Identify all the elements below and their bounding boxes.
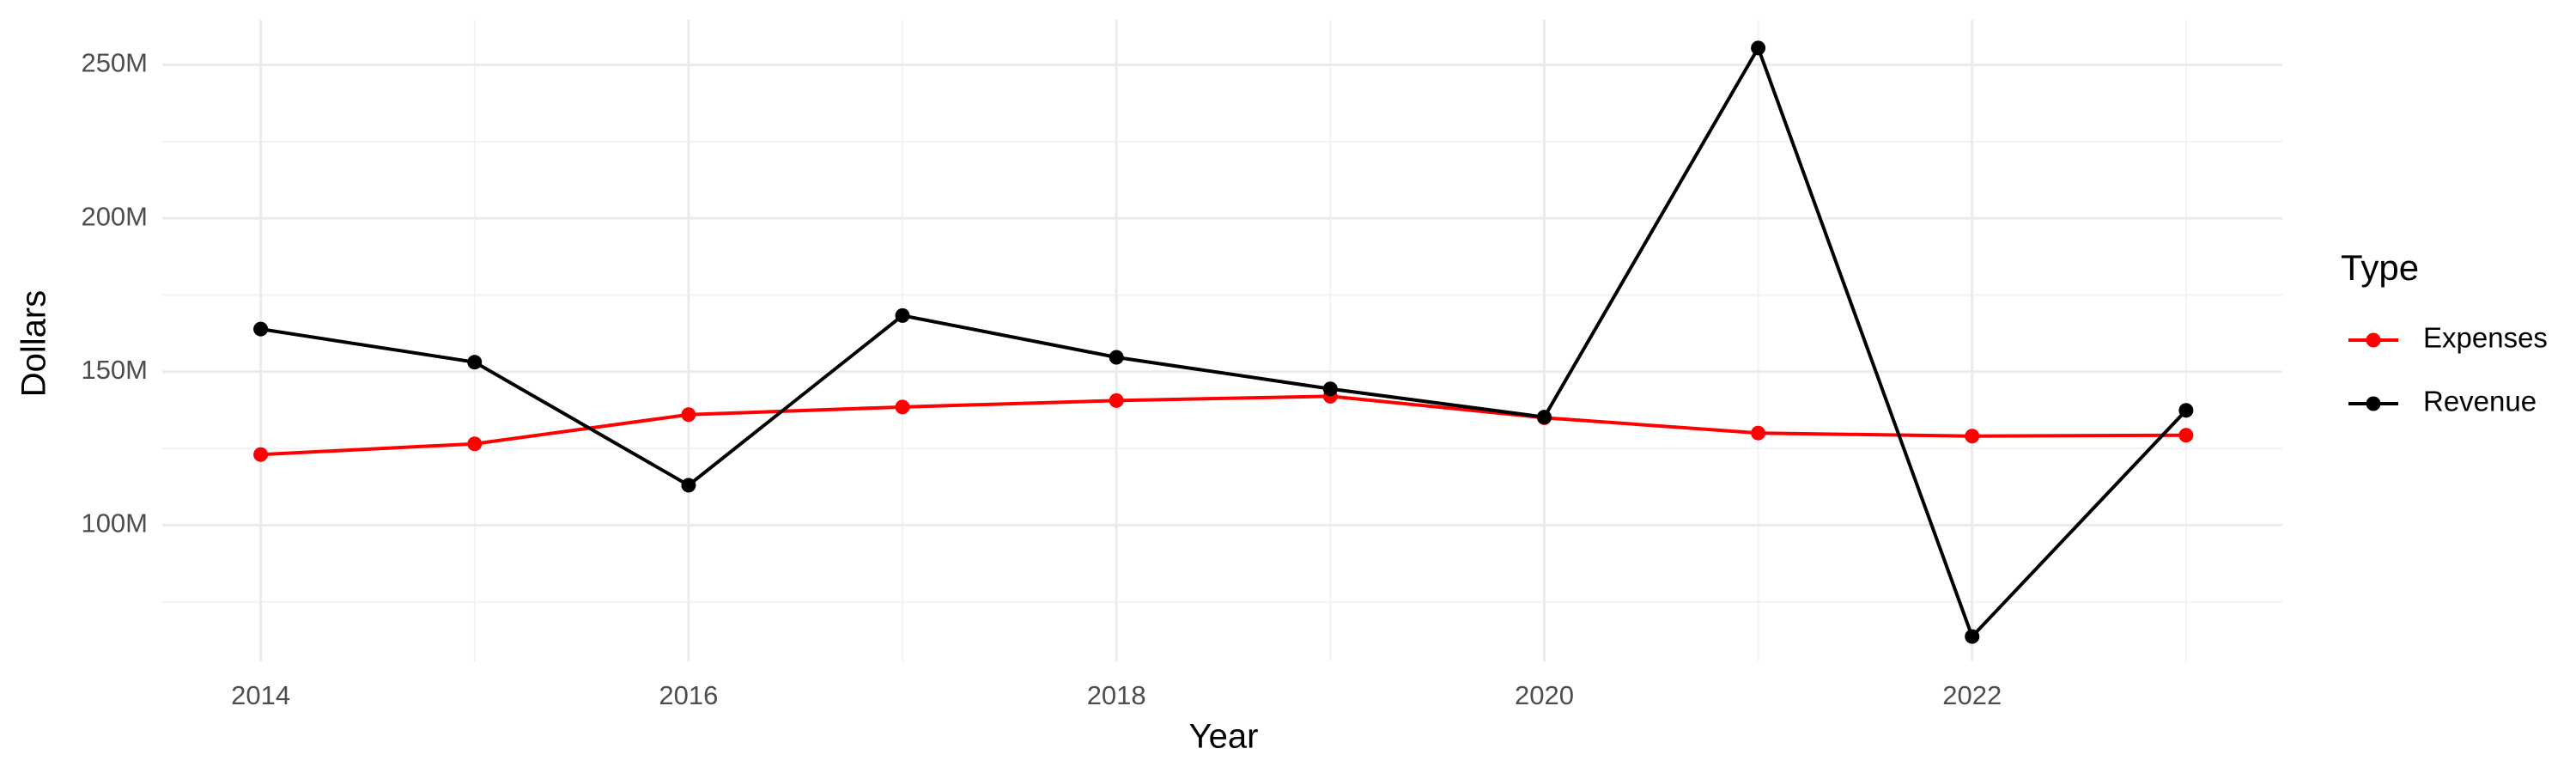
data-point bbox=[1109, 393, 1124, 408]
data-point bbox=[1536, 410, 1552, 425]
legend-label: Expenses bbox=[2423, 322, 2548, 354]
series-line bbox=[260, 394, 2186, 457]
x-tick-label: 2022 bbox=[1942, 680, 2002, 710]
y-axis-title: Dollars bbox=[15, 290, 53, 397]
y-tick-label: 150M bbox=[81, 355, 148, 385]
data-point bbox=[1965, 629, 1980, 644]
data-point bbox=[895, 307, 910, 323]
data-point bbox=[1751, 425, 1766, 441]
y-tick-label: 250M bbox=[81, 48, 148, 78]
x-tick-label: 2016 bbox=[659, 680, 718, 710]
data-point bbox=[895, 399, 910, 415]
data-point bbox=[1751, 40, 1766, 56]
y-tick-label: 100M bbox=[81, 508, 148, 539]
data-point bbox=[2178, 428, 2194, 443]
data-point bbox=[467, 355, 483, 370]
x-tick-label: 2014 bbox=[231, 680, 290, 710]
x-tick-label: 2018 bbox=[1087, 680, 1146, 710]
data-point bbox=[681, 407, 696, 423]
data-point bbox=[253, 321, 269, 337]
series-line bbox=[260, 44, 2188, 640]
legend-marker bbox=[2366, 332, 2381, 348]
legend-title: Type bbox=[2341, 247, 2419, 288]
data-point bbox=[1322, 381, 1338, 397]
legend-marker bbox=[2366, 396, 2381, 411]
data-point bbox=[1109, 350, 1124, 365]
data-point bbox=[2178, 403, 2194, 418]
x-tick-label: 2020 bbox=[1515, 680, 1574, 710]
y-tick-label: 200M bbox=[81, 201, 148, 231]
data-point bbox=[253, 447, 269, 462]
x-axis-title: Year bbox=[1189, 718, 1259, 756]
legend-label: Revenue bbox=[2423, 386, 2537, 417]
data-point bbox=[467, 436, 483, 452]
data-point bbox=[1965, 429, 1980, 444]
data-point bbox=[681, 478, 696, 493]
